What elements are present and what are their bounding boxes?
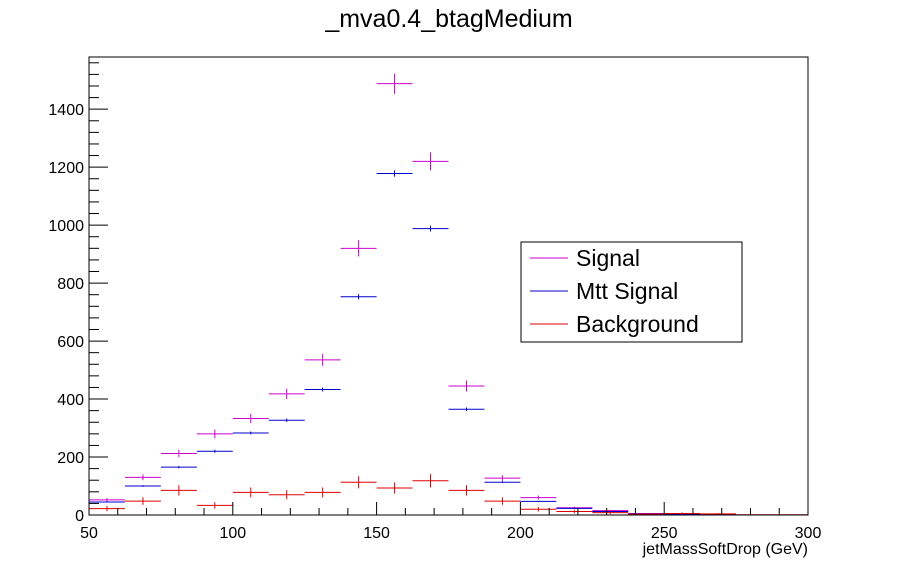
legend-label: Signal	[576, 245, 640, 271]
chart-title: _mva0.4_btagMedium	[324, 5, 572, 33]
series-mtt-signal	[89, 170, 808, 516]
y-tick-label: 1400	[48, 102, 84, 119]
x-tick-label: 50	[80, 525, 98, 542]
axes-layer: 50 100 150 200 250 300 0 200 400 600 800 1000 1200 14…	[48, 62, 822, 542]
y-tick-label: 600	[57, 334, 84, 351]
x-tick-label: 200	[507, 525, 534, 542]
y-tick-label: 200	[57, 450, 84, 467]
x-tick-label: 150	[363, 525, 390, 542]
plot-frame	[88, 56, 809, 516]
y-tick-label: 400	[57, 392, 84, 409]
x-tick-label: 300	[795, 525, 822, 542]
x-axis-title: jetMassSoftDrop (GeV)	[642, 541, 808, 558]
legend-entries: Signal Mtt Signal Background	[530, 245, 699, 337]
y-tick-label: 1000	[48, 218, 84, 235]
y-tick-label: 1200	[48, 160, 84, 177]
series-background	[89, 474, 808, 516]
legend-label: Background	[576, 311, 699, 337]
y-tick-label: 0	[75, 508, 84, 525]
x-tick-label: 250	[651, 525, 678, 542]
y-tick-label: 800	[57, 276, 84, 293]
legend-box	[520, 241, 743, 343]
legend: Signal Mtt Signal Background	[520, 241, 743, 343]
legend-label: Mtt Signal	[576, 278, 678, 304]
x-tick-label: 100	[219, 525, 246, 542]
